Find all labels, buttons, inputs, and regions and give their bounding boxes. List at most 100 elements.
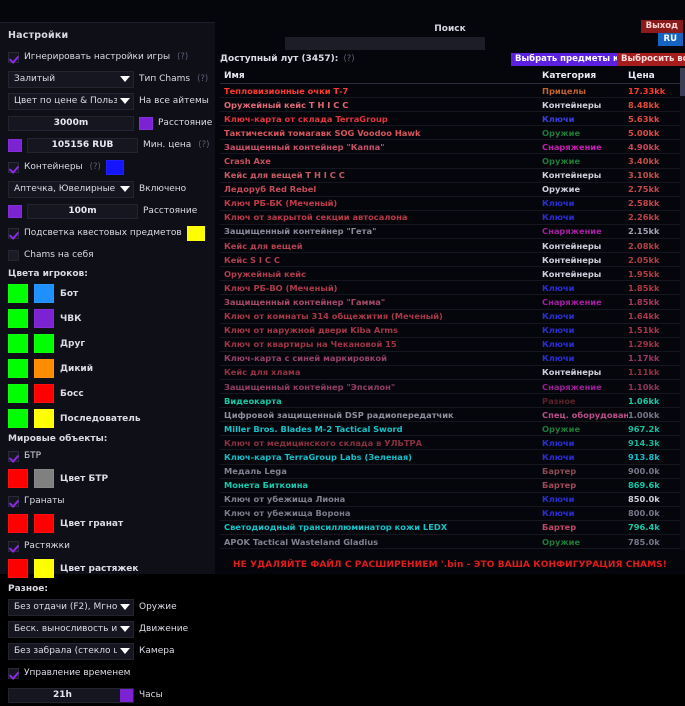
table-row[interactable]: Видеокарта Разное 1.06kk — [220, 394, 682, 409]
table-row[interactable]: Ключ от закрытой секции автосалона Ключи 2… — [220, 211, 682, 225]
language-button[interactable]: RU — [657, 33, 683, 46]
checkbox-containers[interactable] — [8, 161, 19, 173]
dropdown-item-filter[interactable]: Аптечка, Ювелирные и... — [8, 180, 134, 198]
slider-distance-2[interactable]: 100m — [27, 203, 138, 219]
table-row[interactable]: Медаль Lega Бартер 900.0k — [220, 465, 682, 479]
help-icon-min-price[interactable]: (?) — [198, 140, 210, 150]
help-icon-ignore-game-settings[interactable]: (?) — [177, 52, 189, 62]
exit-button[interactable]: Выход — [640, 20, 683, 33]
dropdown-misc-weapon[interactable]: Без отдачи (F2), Мгновенное п — [8, 598, 134, 616]
player-color-row[interactable]: Дикий — [0, 356, 215, 381]
slider-time-knob[interactable] — [120, 688, 133, 702]
table-row[interactable]: APOK Tactical Wasteland Gladius Оружие 785… — [220, 535, 682, 550]
world-color-row-btr[interactable]: Цвет БТР — [0, 466, 215, 491]
table-row[interactable]: Монета Биткоина Бартер 869.6k — [220, 479, 682, 493]
table-row[interactable]: Оружейный кейс Т Н I С С Контейнеры 8.48kk — [220, 98, 682, 113]
table-row[interactable]: Ключ-карта с синей маркировкой Ключи 1.17k… — [220, 352, 682, 366]
checkbox-btr[interactable] — [8, 450, 19, 462]
checkbox-grenades[interactable] — [8, 495, 19, 507]
checkbox-quest-highlight[interactable] — [8, 227, 19, 239]
checkbox-tripwires[interactable] — [8, 540, 19, 552]
player-color-row[interactable]: Друг — [0, 331, 215, 356]
checkbox-ignore-game-settings[interactable] — [8, 51, 19, 63]
table-row[interactable]: Ключ от комнаты 314 общежития (Меченый) К… — [220, 310, 682, 324]
table-row[interactable]: Светодиодный трансиллюминатор кожи LEDX Б… — [220, 521, 682, 535]
color-swatch-secondary[interactable] — [34, 359, 54, 378]
help-icon-loot[interactable]: (?) — [343, 54, 355, 64]
table-row[interactable]: Тепловизионные очки Т-7 Прицелы 17.33kk — [220, 84, 682, 99]
setting-containers[interactable]: Контейнеры (?) — [0, 156, 215, 178]
setting-misc-camera[interactable]: Без забрала (стекло шлема) Камера — [0, 640, 215, 662]
dropdown-chams-type[interactable]: Залитый — [8, 70, 134, 88]
select-kappa-items-button[interactable]: Выбрать предметы каппа — [511, 53, 647, 66]
table-row[interactable]: Защищенный контейнер "Гамма" Снаряжение 1.… — [220, 295, 682, 310]
setting-time-value[interactable]: 21h Часы — [0, 684, 215, 706]
scrollbar-thumb[interactable] — [680, 68, 685, 96]
dropdown-misc-movement[interactable]: Беск. выносливость и нет уста — [8, 620, 134, 638]
table-row[interactable]: Ледоруб Red Rebel Оружие 2.75kk — [220, 183, 682, 197]
table-row[interactable]: Ключ-карта от склада TerraGroup Ключи 5.63… — [220, 112, 682, 127]
color-swatch-secondary[interactable] — [34, 284, 54, 303]
color-swatch-distance-1[interactable] — [139, 116, 153, 130]
setting-btr[interactable]: БТР — [0, 446, 215, 466]
table-row[interactable]: Кейс для вещей Контейнеры 2.08kk — [220, 239, 682, 254]
player-color-row[interactable]: Босс — [0, 381, 215, 406]
table-row[interactable]: Ключ от убежища Ворона Ключи 800.0k — [220, 507, 682, 521]
color-swatch-secondary[interactable] — [34, 309, 54, 328]
table-row[interactable]: Crash Axe Оружие 3.40kk — [220, 154, 682, 169]
color-swatch-primary[interactable] — [8, 359, 28, 378]
color-swatch-secondary[interactable] — [34, 334, 54, 353]
slider-time-value[interactable]: 21h — [8, 687, 134, 703]
color-swatch-primary[interactable] — [8, 409, 28, 428]
table-row[interactable]: Защищенный контейнер "Эпсилон" Снаряжение… — [220, 380, 682, 395]
setting-misc-movement[interactable]: Беск. выносливость и нет уста Движение — [0, 618, 215, 640]
color-swatch-primary[interactable] — [8, 334, 28, 353]
setting-chams-self[interactable]: Chams на себя — [0, 244, 215, 266]
color-swatch-min-price[interactable] — [8, 138, 22, 152]
color-swatch-primary[interactable] — [8, 514, 28, 533]
slider-min-price[interactable]: 105156 RUB — [27, 137, 138, 153]
player-color-row[interactable]: Последователь — [0, 406, 215, 431]
setting-item-filter[interactable]: Аптечка, Ювелирные и... Включено — [0, 178, 215, 200]
checkbox-chams-self[interactable] — [8, 249, 19, 261]
table-row[interactable]: Ключ от медицинского склада в УЛЬТРА Ключ… — [220, 436, 682, 451]
color-swatch-secondary[interactable] — [34, 409, 54, 428]
table-row[interactable]: Тактический томагавк SOG Voodoo Hawk Оруж… — [220, 126, 682, 141]
color-swatch-primary[interactable] — [8, 309, 28, 328]
setting-ignore-game-settings[interactable]: Игнерировать настройки игры (?) — [0, 46, 215, 68]
column-header-category[interactable]: Категория — [542, 70, 597, 81]
setting-grenades[interactable]: Гранаты — [0, 491, 215, 511]
color-swatch-secondary[interactable] — [34, 384, 54, 403]
table-row[interactable]: Ключ-карта TerraGroup Labs (Зеленая) Ключ… — [220, 450, 682, 465]
checkbox-time-control[interactable] — [8, 667, 19, 679]
help-icon-containers[interactable]: (?) — [89, 162, 101, 172]
player-color-row[interactable]: Бот — [0, 281, 215, 306]
table-row[interactable]: Ключ от заброшенного завода (Меченый)Клю… — [220, 549, 682, 550]
table-row[interactable]: Ключ РБ-ВО (Меченый) Ключи 1.85kk — [220, 281, 682, 296]
search-input[interactable] — [285, 37, 485, 50]
color-swatch-distance-2[interactable] — [8, 204, 22, 218]
help-icon-chams-type[interactable]: (?) — [197, 74, 209, 84]
dropdown-color-mode[interactable]: Цвет по цене & Пользователы — [8, 92, 134, 110]
setting-time-control[interactable]: Управление временем — [0, 662, 215, 684]
table-row[interactable]: Ключ от квартиры на Чекановой 15 Ключи 1.2… — [220, 338, 682, 352]
setting-tripwires[interactable]: Растяжки — [0, 536, 215, 556]
slider-distance-1[interactable]: 3000m — [8, 115, 134, 131]
table-row[interactable]: Защищенный контейнер "Каппа" Снаряжение 4.… — [220, 140, 682, 155]
color-swatch-primary[interactable] — [8, 284, 28, 303]
table-row[interactable]: Оружейный кейс Контейнеры 1.95kk — [220, 267, 682, 282]
color-swatch-primary[interactable] — [8, 384, 28, 403]
table-row[interactable]: Ключ РБ-БК (Меченый) Ключи 2.58kk — [220, 197, 682, 211]
table-row[interactable]: Ключ от наружной двери Kiba Arms Ключи 1.5… — [220, 324, 682, 338]
table-row[interactable]: Цифровой защищенный DSP радиопередатчик С… — [220, 408, 682, 423]
color-swatch-secondary[interactable] — [34, 559, 54, 578]
table-row[interactable]: Кейс для хлама Контейнеры 1.11kk — [220, 366, 682, 380]
setting-color-mode[interactable]: Цвет по цене & Пользователы На все айтем… — [0, 90, 215, 112]
column-header-price[interactable]: Цена — [628, 70, 655, 81]
setting-min-price[interactable]: 105156 RUB Мин. цена (?) — [0, 134, 215, 156]
scrollbar[interactable] — [680, 68, 685, 550]
color-swatch-quest-highlight[interactable] — [186, 225, 205, 241]
world-color-row-grenades[interactable]: Цвет гранат — [0, 511, 215, 536]
setting-distance-2[interactable]: 100m Расстояние — [0, 200, 215, 222]
table-row[interactable]: Miller Bros. Blades M-2 Tactical Sword Ор… — [220, 422, 682, 437]
